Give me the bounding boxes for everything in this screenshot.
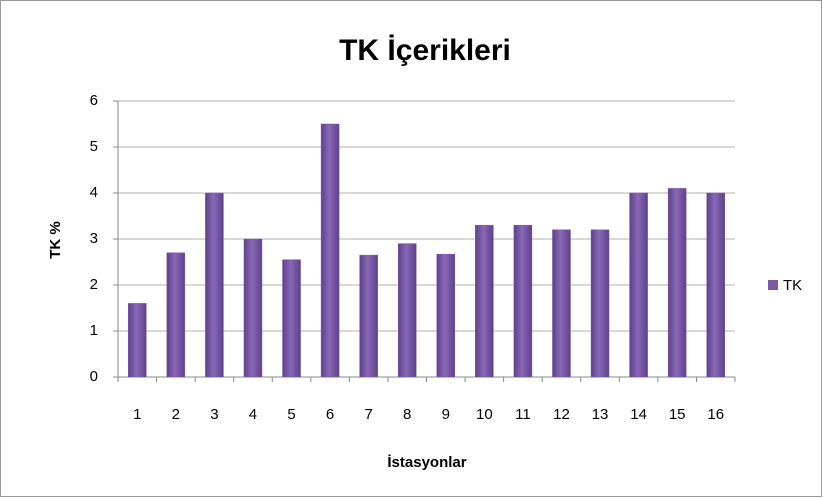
bar [590,229,610,378]
x-tick-label: 16 [707,406,724,423]
y-axis-title: TK % [47,221,64,259]
bar [320,123,340,378]
x-tick-label: 3 [210,406,218,423]
bar [436,253,456,378]
x-tick-label: 6 [326,406,334,423]
bar [397,243,417,378]
bar [667,188,687,378]
bar [513,224,533,378]
x-tick-label: 12 [553,406,570,423]
x-tick-label: 2 [172,406,180,423]
x-tick-label: 8 [403,406,411,423]
x-tick-label: 10 [476,406,493,423]
bar [128,303,147,378]
bar [629,192,648,378]
x-tick-label: 7 [364,406,372,423]
bar [359,254,378,378]
bar [243,238,263,378]
y-tick-label: 1 [90,322,98,339]
y-tick-label: 5 [90,138,98,155]
y-tick-label: 0 [90,368,98,385]
y-tick-label: 6 [90,92,98,109]
bar [205,192,224,378]
bar [475,224,494,378]
x-tick-label: 15 [669,406,686,423]
chart-title: TK İçerikleri [339,34,511,67]
x-tick-label: 14 [630,406,647,423]
x-tick-label: 1 [133,406,141,423]
legend-label: TK [783,277,802,294]
bar [706,192,725,378]
y-tick-label: 3 [90,230,98,247]
x-tick-label: 11 [515,406,531,423]
y-tick-label: 4 [90,184,98,201]
x-tick-label: 5 [287,406,295,423]
x-tick-label: 4 [249,406,257,423]
x-axis-title: İstasyonlar [387,454,466,471]
bar [552,229,571,378]
x-tick-label: 9 [442,406,450,423]
y-tick-label: 2 [90,276,98,293]
x-tick-label: 13 [592,406,609,423]
bar [282,259,301,378]
bar [166,252,186,378]
legend-swatch [768,280,778,290]
